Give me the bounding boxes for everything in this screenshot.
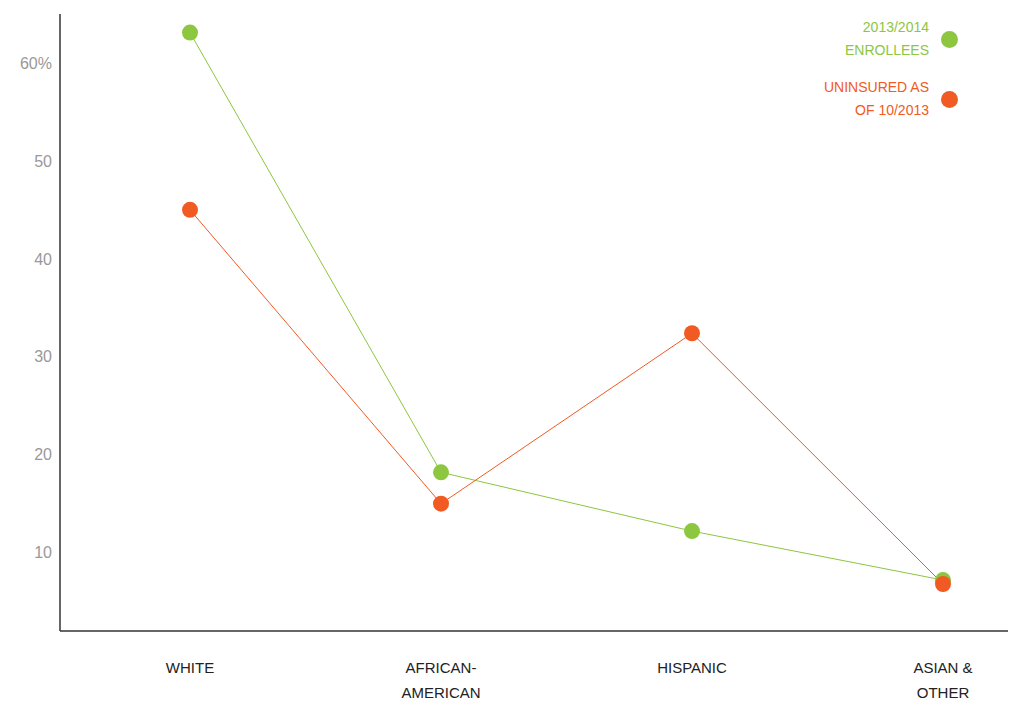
svg-text:ASIAN &: ASIAN & xyxy=(913,659,972,676)
svg-text:WHITE: WHITE xyxy=(166,659,214,676)
svg-text:HISPANIC: HISPANIC xyxy=(657,659,727,676)
svg-text:20: 20 xyxy=(34,446,52,463)
svg-text:AMERICAN: AMERICAN xyxy=(401,684,480,701)
svg-text:OTHER: OTHER xyxy=(917,684,970,701)
html-text:2013/2014 ENROLLEES: 2013/2014 ENROLLEES xyxy=(845,19,929,58)
svg-text:60%: 60% xyxy=(20,55,52,72)
svg-text:AFRICAN-: AFRICAN- xyxy=(406,659,477,676)
svg-text:30: 30 xyxy=(34,348,52,365)
svg-text:50: 50 xyxy=(34,153,52,170)
svg-text:40: 40 xyxy=(34,251,52,268)
html-text:UNINSURED AS OF 10/2013: UNINSURED AS OF 10/2013 xyxy=(824,79,929,118)
svg-text:10: 10 xyxy=(34,544,52,561)
